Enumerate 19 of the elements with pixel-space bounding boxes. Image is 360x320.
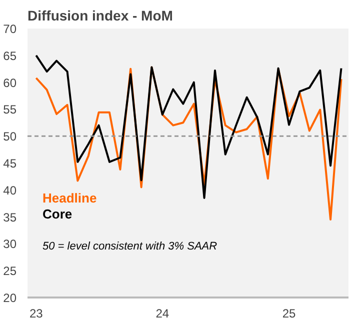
y-tick-label: 25: [3, 264, 17, 278]
y-tick-label: 20: [3, 291, 17, 305]
y-tick-label: 35: [3, 210, 17, 224]
y-tick-label: 55: [3, 102, 17, 117]
y-tick-label: 45: [3, 156, 17, 170]
x-tick-label: 24: [156, 306, 170, 320]
y-tick-label: 60: [3, 76, 17, 90]
x-tick-label: 25: [282, 306, 296, 320]
text: Core: [42, 206, 72, 222]
line-series: [35, 66, 342, 220]
y-tick-label: 40: [3, 183, 17, 198]
x-tick-label: 23: [29, 306, 44, 320]
y-tick-label: 30: [3, 237, 17, 252]
y-tick-label: 65: [3, 48, 17, 63]
annotation: 50 = level consistent with 3% SAAR: [42, 240, 218, 252]
y-tick-label: 70: [3, 22, 17, 36]
chart-title: Diffusion index - MoM: [28, 8, 173, 24]
series-label: Headline: [42, 190, 97, 206]
y-tick-label: 50: [3, 130, 17, 144]
